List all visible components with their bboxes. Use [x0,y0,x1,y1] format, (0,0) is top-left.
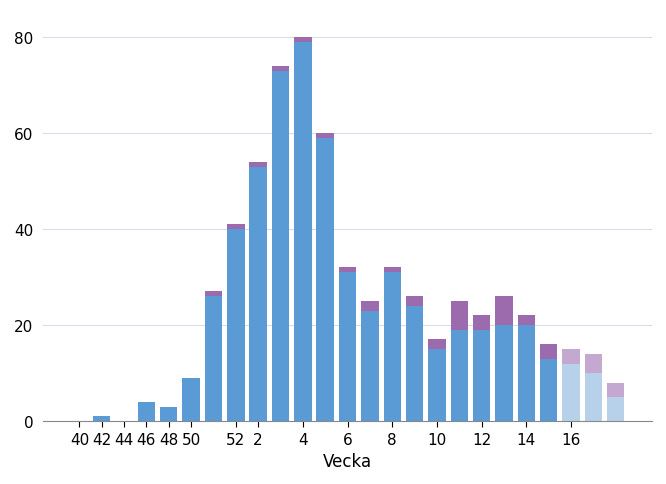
Bar [562,364,579,421]
Bar [517,325,535,421]
Bar [204,297,222,421]
X-axis label: Vecka: Vecka [323,452,372,470]
Bar [93,416,111,421]
Bar [250,163,267,167]
Bar [182,378,200,421]
Bar [227,225,244,229]
Bar [160,407,178,421]
Bar [361,311,378,421]
Bar [428,340,446,349]
Bar [496,297,513,325]
Bar [339,272,356,421]
Bar [451,302,468,330]
Bar [138,402,155,421]
Bar [272,67,289,71]
Bar [384,268,401,272]
Bar [406,306,424,421]
Bar [540,359,557,421]
Bar [585,354,602,373]
Bar [316,134,334,138]
Bar [473,316,490,330]
Bar [473,330,490,421]
Bar [294,43,312,421]
Bar [339,268,356,272]
Bar [562,349,579,364]
Bar [517,316,535,325]
Bar [496,325,513,421]
Bar [607,383,625,397]
Bar [384,272,401,421]
Bar [540,345,557,359]
Bar [607,397,625,421]
Bar [361,302,378,311]
Bar [316,138,334,421]
Bar [227,229,244,421]
Bar [406,297,424,306]
Bar [204,292,222,297]
Bar [585,373,602,421]
Bar [250,167,267,421]
Bar [451,330,468,421]
Bar [294,38,312,43]
Bar [428,349,446,421]
Bar [272,71,289,421]
